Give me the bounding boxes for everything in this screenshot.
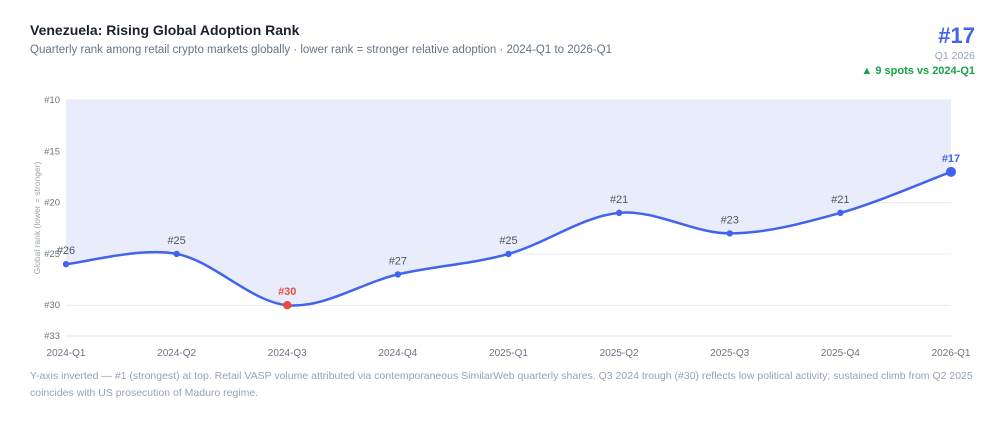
svg-text:#30: #30: [44, 301, 60, 312]
svg-text:#17: #17: [942, 153, 960, 165]
svg-text:2025-Q1: 2025-Q1: [489, 348, 528, 359]
chart-footnote: Y-axis inverted — #1 (strongest) at top.…: [30, 370, 973, 399]
header-text: Venezuela: Rising Global Adoption Rank Q…: [30, 22, 612, 56]
svg-text:2024-Q2: 2024-Q2: [157, 348, 196, 359]
svg-text:#21: #21: [831, 194, 849, 206]
header: Venezuela: Rising Global Adoption Rank Q…: [30, 22, 975, 78]
svg-text:#10: #10: [44, 95, 60, 106]
svg-text:2025-Q4: 2025-Q4: [821, 348, 860, 359]
kpi-current-rank: #17: [938, 23, 975, 48]
kpi-block: #17 Q1 2026 ▲ 9 spots vs 2024-Q1: [861, 22, 975, 78]
svg-text:2024-Q1: 2024-Q1: [47, 348, 86, 359]
svg-text:2024-Q4: 2024-Q4: [378, 348, 417, 359]
chart-container: #10 #15 #20 #25 #30 #33 #26 #25 #30 #27 #25 #21 #23 #…: [30, 86, 975, 364]
svg-text:2025-Q3: 2025-Q3: [710, 348, 749, 359]
kpi-delta: ▲ 9 spots vs 2024-Q1: [861, 64, 975, 77]
svg-text:#21: #21: [610, 194, 628, 206]
page-root: Venezuela: Rising Global Adoption Rank Q…: [30, 22, 975, 399]
svg-text:2026-Q1: 2026-Q1: [932, 348, 971, 359]
svg-text:2024-Q3: 2024-Q3: [268, 348, 307, 359]
svg-text:#15: #15: [44, 147, 60, 158]
svg-text:#25: #25: [499, 235, 517, 247]
svg-text:#23: #23: [721, 215, 739, 227]
svg-text:#27: #27: [389, 256, 407, 268]
svg-text:#33: #33: [44, 331, 60, 342]
svg-text:#20: #20: [44, 198, 60, 209]
svg-text:#30: #30: [278, 287, 296, 299]
rank-chart: #10#15#20#25#30#33#26#25#30#27#25#21#23#…: [32, 95, 971, 359]
page-subtitle: Quarterly rank among retail crypto marke…: [30, 44, 612, 56]
svg-text:#25: #25: [44, 249, 60, 260]
page-title: Venezuela: Rising Global Adoption Rank: [30, 22, 300, 38]
kpi-period: Q1 2026: [934, 49, 975, 62]
svg-text:#26: #26: [57, 246, 75, 258]
svg-text:#25: #25: [167, 235, 185, 247]
svg-text:Global rank (lower = stronger): Global rank (lower = stronger): [32, 162, 42, 275]
svg-text:2025-Q2: 2025-Q2: [600, 348, 639, 359]
